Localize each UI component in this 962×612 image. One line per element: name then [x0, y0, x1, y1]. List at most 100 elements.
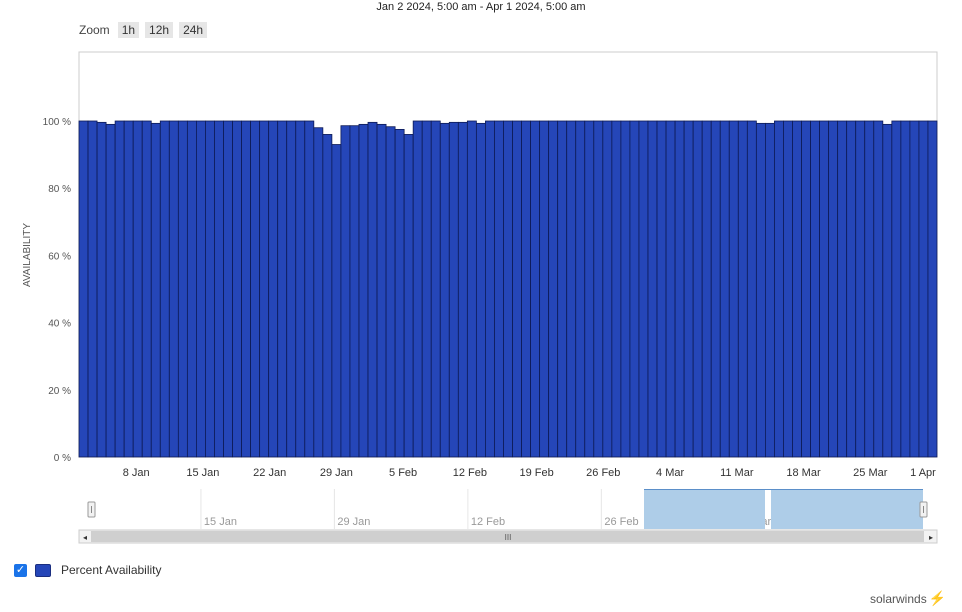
bar[interactable] [656, 120, 667, 458]
bar[interactable] [475, 122, 486, 458]
bar[interactable] [728, 120, 739, 458]
bar[interactable] [602, 120, 613, 458]
bar[interactable] [647, 120, 658, 458]
bar[interactable] [186, 120, 197, 458]
bar[interactable] [566, 120, 577, 458]
bar[interactable] [394, 128, 405, 458]
bar[interactable] [466, 120, 477, 458]
bar[interactable] [277, 120, 288, 458]
bar[interactable] [331, 144, 342, 458]
bar[interactable] [891, 120, 902, 458]
bar[interactable] [846, 120, 857, 458]
legend-checkbox[interactable]: ✓ [14, 563, 27, 577]
bar[interactable] [548, 120, 559, 458]
scrollbar-thumb[interactable] [91, 531, 924, 542]
bar[interactable] [810, 120, 820, 458]
bar[interactable] [295, 120, 306, 458]
bar[interactable] [882, 123, 893, 458]
bar[interactable] [792, 120, 802, 458]
bar[interactable] [313, 127, 324, 458]
bar[interactable] [457, 121, 468, 458]
bar[interactable] [512, 120, 522, 458]
bar[interactable] [132, 120, 143, 458]
bar[interactable] [783, 120, 793, 458]
bar[interactable] [304, 120, 315, 458]
bar[interactable] [439, 122, 450, 458]
bar[interactable] [737, 120, 748, 458]
bar[interactable] [485, 120, 495, 458]
bar[interactable] [177, 120, 188, 458]
bar[interactable] [819, 120, 830, 458]
bar[interactable] [358, 123, 369, 458]
zoom-24h-button[interactable]: 24h [179, 22, 208, 38]
bar[interactable] [584, 120, 595, 458]
bar[interactable] [801, 120, 811, 458]
bar[interactable] [765, 122, 775, 458]
bar[interactable] [900, 120, 911, 458]
bar[interactable] [349, 125, 360, 458]
bar[interactable] [918, 120, 929, 458]
bar[interactable] [674, 120, 685, 458]
bar[interactable] [855, 120, 866, 458]
bar[interactable] [214, 120, 224, 458]
bar[interactable] [150, 122, 161, 458]
bar[interactable] [909, 120, 920, 458]
bar[interactable] [539, 120, 550, 458]
bar[interactable] [593, 120, 604, 458]
bar[interactable] [78, 120, 89, 458]
bar[interactable] [286, 120, 297, 458]
bar[interactable] [755, 122, 766, 458]
bar[interactable] [340, 125, 351, 458]
bar[interactable] [629, 120, 640, 458]
bar[interactable] [250, 120, 261, 458]
bar[interactable] [774, 120, 784, 458]
navigator-selection-1[interactable] [644, 489, 765, 529]
bar[interactable] [701, 120, 712, 458]
scroll-right-arrow-icon[interactable]: ▸ [929, 533, 933, 542]
bar[interactable] [322, 134, 333, 458]
bar[interactable] [168, 120, 179, 458]
bar[interactable] [837, 120, 848, 458]
legend-label[interactable]: Percent Availability [61, 563, 162, 577]
bar[interactable] [557, 120, 568, 458]
bar[interactable] [268, 120, 279, 458]
bar[interactable] [611, 120, 622, 458]
bar[interactable] [159, 120, 170, 458]
bar[interactable] [828, 120, 839, 458]
zoom-1h-button[interactable]: 1h [117, 22, 140, 38]
bar[interactable] [448, 121, 459, 458]
bar[interactable] [503, 120, 513, 458]
navigator-selection-2[interactable] [771, 489, 923, 529]
bar[interactable] [105, 123, 116, 458]
bar[interactable] [864, 120, 875, 458]
bar[interactable] [638, 120, 649, 458]
bar[interactable] [927, 120, 938, 458]
bar[interactable] [123, 120, 134, 458]
bar[interactable] [746, 120, 757, 458]
bar[interactable] [710, 120, 721, 458]
bar[interactable] [232, 120, 242, 458]
bar[interactable] [521, 120, 531, 458]
bar[interactable] [87, 120, 98, 458]
bar[interactable] [367, 121, 378, 458]
bar[interactable] [530, 120, 541, 458]
bar[interactable] [421, 120, 432, 458]
zoom-12h-button[interactable]: 12h [145, 22, 174, 38]
bar[interactable] [692, 120, 703, 458]
bar[interactable] [873, 120, 884, 458]
bar[interactable] [620, 120, 631, 458]
bar[interactable] [141, 120, 152, 458]
bar[interactable] [665, 120, 676, 458]
bar[interactable] [196, 120, 206, 458]
bar[interactable] [205, 120, 215, 458]
scroll-left-arrow-icon[interactable]: ◂ [83, 533, 87, 542]
bar[interactable] [96, 121, 107, 458]
bar[interactable] [683, 120, 694, 458]
bar[interactable] [575, 120, 586, 458]
bar[interactable] [430, 120, 441, 458]
bar[interactable] [719, 120, 730, 458]
bar[interactable] [259, 120, 270, 458]
bar[interactable] [403, 134, 414, 458]
bar[interactable] [412, 120, 423, 458]
